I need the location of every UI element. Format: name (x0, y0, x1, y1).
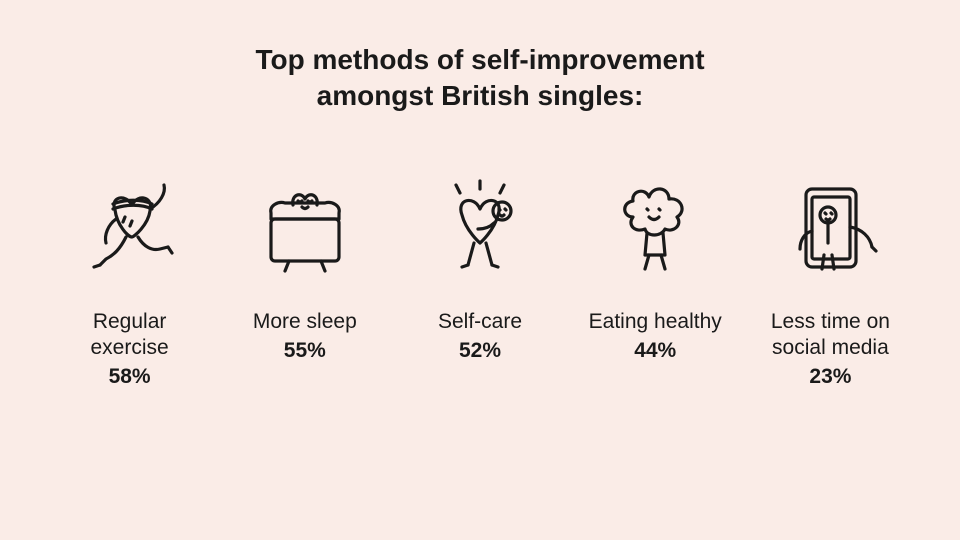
item-label: More sleep (253, 309, 357, 335)
infographic-title: Top methods of self-improvementamongst B… (255, 42, 704, 115)
item-label: Regular exercise (60, 309, 199, 362)
infographic-item: Less time on social media 23% (761, 175, 900, 390)
item-value: 55% (284, 339, 326, 363)
selfcare-heart-icon (415, 175, 545, 285)
item-label: Less time on social media (761, 309, 900, 362)
item-value: 23% (809, 365, 851, 389)
items-row: Regular exercise 58% (0, 175, 960, 390)
item-value: 52% (459, 339, 501, 363)
item-value: 44% (634, 339, 676, 363)
item-value: 58% (109, 365, 151, 389)
infographic-container: Top methods of self-improvementamongst B… (0, 0, 960, 540)
item-label: Self-care (438, 309, 522, 335)
phone-figure-icon (765, 175, 895, 285)
infographic-item: Regular exercise 58% (60, 175, 199, 390)
item-label: Eating healthy (589, 309, 722, 335)
infographic-item: Self-care 52% (410, 175, 549, 390)
broccoli-icon (590, 175, 720, 285)
infographic-item: More sleep 55% (235, 175, 374, 390)
exercise-heart-icon (65, 175, 195, 285)
sleep-heart-icon (240, 175, 370, 285)
infographic-item: Eating healthy 44% (586, 175, 725, 390)
